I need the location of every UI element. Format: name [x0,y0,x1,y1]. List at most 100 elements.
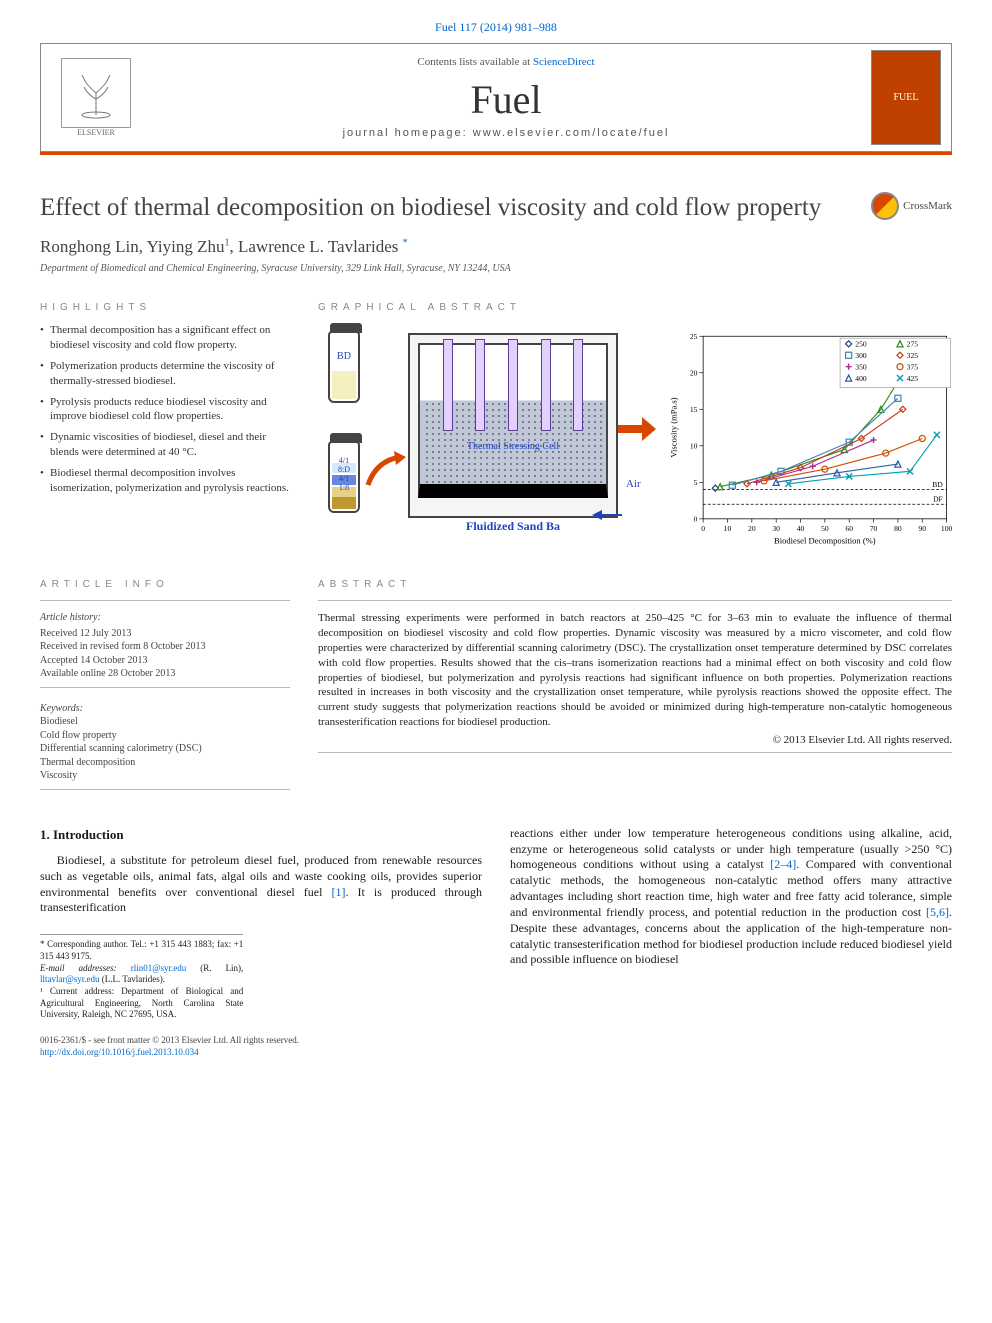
ref-link[interactable]: [2–4] [770,857,796,871]
vial-bd: BD [328,331,360,403]
footnotes: * Corresponding author. Tel.: +1 315 443… [40,934,243,1021]
highlights-list: Thermal decomposition has a significant … [40,323,290,495]
svg-text:40: 40 [796,524,804,533]
svg-text:0: 0 [693,515,697,524]
doi-link[interactable]: http://dx.doi.org/10.1016/j.fuel.2013.10… [40,1047,199,1057]
journal-header: ELSEVIER Contents lists available at Sci… [40,43,952,152]
svg-text:400: 400 [855,374,867,383]
highlight-item: Thermal decomposition has a significant … [40,323,290,353]
crossmark-icon [871,192,899,220]
highlight-item: Polymerization products determine the vi… [40,359,290,389]
body-columns: 1. Introduction Biodiesel, a substitute … [40,826,952,1021]
highlight-item: Pyrolysis products reduce biodiesel visc… [40,395,290,425]
footnote-1: ¹ Current address: Department of Biologi… [40,986,243,1021]
article-info-label: ARTICLE INFO [40,575,290,590]
abstract-label: ABSTRACT [318,575,952,590]
citation-line: Fuel 117 (2014) 981–988 [40,20,952,35]
email-link-2[interactable]: lltavlar@syr.edu [40,974,100,984]
history-header: Article history: [40,611,290,625]
svg-text:20: 20 [690,369,698,378]
svg-text:DF: DF [933,495,943,504]
keyword-item: Biodiesel [40,715,290,729]
keyword-item: Thermal decomposition [40,756,290,770]
received-date: Received 12 July 2013 [40,627,290,641]
section-heading: 1. Introduction [40,826,482,843]
svg-text:300: 300 [855,351,867,360]
svg-text:Viscosity (mPa.s): Viscosity (mPa.s) [668,398,678,458]
svg-text:10: 10 [690,442,698,451]
crossmark-label: CrossMark [903,200,952,212]
thermal-cell-label: Thermal Stressing Cell [420,441,606,452]
svg-text:25: 25 [690,332,698,341]
arrow-icon [362,451,406,491]
journal-cover-thumbnail: FUEL [871,50,941,145]
svg-text:100: 100 [941,524,952,533]
authors-line: Ronghong Lin, Yiying Zhu1, Lawrence L. T… [40,237,952,257]
svg-text:60: 60 [845,524,853,533]
elsevier-logo: ELSEVIER [51,50,141,145]
sandbath-box: Thermal Stressing Cell [408,333,618,518]
corresponding-author: * Corresponding author. Tel.: +1 315 443… [40,939,243,962]
svg-text:275: 275 [906,340,918,349]
author-footnote-star: * [403,238,408,249]
revised-date: Received in revised form 8 October 2013 [40,640,290,654]
homepage-line: journal homepage: www.elsevier.com/locat… [141,127,871,139]
divider [40,789,290,790]
article-info: Article history: Received 12 July 2013 R… [40,611,290,681]
divider [40,687,290,688]
vial-layer-labels: 4/18:D4/11:8 [330,457,358,492]
sandbath-caption: Fluidized Sand Ba [408,519,618,534]
bottom-meta: 0016-2361/$ - see front matter © 2013 El… [40,1035,952,1058]
svg-text:BD: BD [932,480,943,489]
divider [318,752,952,753]
homepage-prefix: journal homepage: [343,127,473,139]
issn-line: 0016-2361/$ - see front matter © 2013 El… [40,1035,952,1047]
arrow-right-icon [618,413,656,445]
svg-text:250: 250 [855,340,867,349]
ref-link[interactable]: [1] [332,885,346,899]
article-title: Effect of thermal decomposition on biodi… [40,192,871,223]
abstract-text: Thermal stressing experiments were perfo… [318,611,952,730]
email-who-1: (R. Lin), [186,963,243,973]
crossmark-badge[interactable]: CrossMark [871,192,952,220]
svg-text:5: 5 [693,478,697,487]
keywords-block: Keywords: BiodieselCold flow propertyDif… [40,702,290,783]
accepted-date: Accepted 14 October 2013 [40,654,290,668]
keyword-item: Cold flow property [40,729,290,743]
ga-apparatus: BD 4/18:D4/11:8 Thermal Stressin [318,323,667,553]
svg-text:30: 30 [772,524,780,533]
email-who-2: (L.L. Tavlarides). [100,974,165,984]
body-paragraph: Biodiesel, a substitute for petroleum di… [40,853,482,916]
svg-text:50: 50 [821,524,829,533]
copyright-line: © 2013 Elsevier Ltd. All rights reserved… [318,734,952,746]
journal-name: Fuel [141,76,871,123]
divider [40,600,290,601]
ref-link[interactable]: [5,6] [926,905,949,919]
sciencedirect-link[interactable]: ScienceDirect [533,56,595,68]
email-link-1[interactable]: rlin01@syr.edu [131,963,187,973]
air-label: Air [626,478,641,490]
authors-names: Ronghong Lin, Yiying Zhu [40,237,225,256]
contents-prefix: Contents lists available at [417,56,532,68]
homepage-url[interactable]: www.elsevier.com/locate/fuel [473,127,670,139]
svg-text:350: 350 [855,363,867,372]
keyword-item: Viscosity [40,769,290,783]
svg-text:Biodiesel Decomposition (%): Biodiesel Decomposition (%) [774,536,876,546]
svg-text:15: 15 [690,405,698,414]
divider [318,600,952,601]
keywords-header: Keywords: [40,702,290,716]
author-last: , Lawrence L. Tavlarides [230,237,399,256]
email-label: E-mail addresses: [40,963,131,973]
online-date: Available online 28 October 2013 [40,667,290,681]
graphical-abstract-label: GRAPHICAL ABSTRACT [318,298,952,313]
svg-text:90: 90 [918,524,926,533]
vial-lower: 4/18:D4/11:8 [328,441,360,513]
graphical-abstract-figure: BD 4/18:D4/11:8 Thermal Stressin [318,323,952,553]
vial-bd-label: BD [330,351,358,362]
svg-text:425: 425 [906,374,918,383]
email-line: E-mail addresses: rlin01@syr.edu (R. Lin… [40,963,243,986]
contents-line: Contents lists available at ScienceDirec… [141,56,871,68]
svg-text:10: 10 [723,524,731,533]
publisher-name: ELSEVIER [77,128,115,137]
svg-text:80: 80 [894,524,902,533]
